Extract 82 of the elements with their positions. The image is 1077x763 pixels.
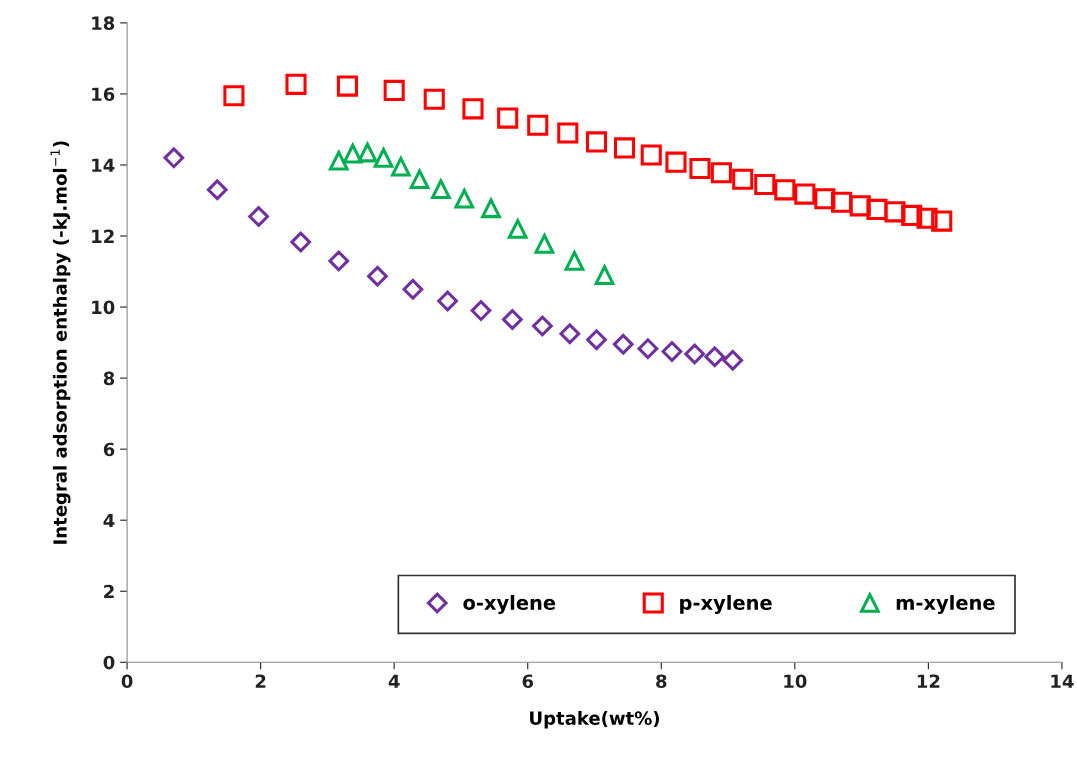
point <box>409 169 430 190</box>
x-tick-label: 12 <box>917 674 940 688</box>
point <box>661 341 683 362</box>
point <box>866 198 888 220</box>
point <box>402 278 424 300</box>
point <box>722 349 744 371</box>
point <box>248 206 269 227</box>
legend-label: m-xylene <box>896 594 995 614</box>
point <box>481 198 501 219</box>
y-tick-label: 18 <box>92 16 115 31</box>
point <box>342 143 363 164</box>
point <box>916 207 938 229</box>
point <box>732 168 754 190</box>
point <box>564 251 585 271</box>
point <box>223 85 245 107</box>
point <box>391 156 411 177</box>
y-tick-label: 2 <box>104 584 114 599</box>
point <box>559 323 581 345</box>
point <box>437 290 458 312</box>
x-tick-label: 14 <box>1051 674 1074 688</box>
point <box>373 148 394 168</box>
y-tick-label: 0 <box>103 655 115 670</box>
y-tick-label: 8 <box>103 371 115 386</box>
point <box>502 309 523 330</box>
point <box>794 183 816 205</box>
point <box>665 151 687 173</box>
point <box>462 98 484 120</box>
point <box>527 114 549 136</box>
point <box>774 179 796 201</box>
x-tick-label: 6 <box>522 674 534 689</box>
point <box>206 179 228 201</box>
point <box>383 79 405 101</box>
x-tick-label: 2 <box>255 674 266 688</box>
point <box>594 265 615 285</box>
point <box>534 233 555 254</box>
point <box>507 219 528 239</box>
point <box>285 73 307 95</box>
point <box>884 201 906 223</box>
point <box>849 195 871 217</box>
point <box>163 147 185 169</box>
y-tick-label: 14 <box>92 158 115 172</box>
point <box>357 142 378 163</box>
y-tick-label: 16 <box>92 87 115 102</box>
point <box>328 250 350 272</box>
y-axis-title: Integral adsorption enthalpy (-kJ.mol$^{−1}$) <box>50 141 71 544</box>
y-tick-label: 6 <box>103 442 115 457</box>
x-tick-label: 8 <box>656 674 667 689</box>
point <box>614 137 636 159</box>
x-tick-label: 4 <box>388 674 400 688</box>
y-tick-label: 4 <box>103 513 115 528</box>
point <box>931 210 953 232</box>
point <box>640 144 662 166</box>
point <box>586 329 607 351</box>
point <box>814 188 836 210</box>
point <box>637 338 659 359</box>
point <box>689 157 711 180</box>
legend-label: o-xylene <box>463 594 556 614</box>
point <box>684 343 706 365</box>
point <box>901 204 923 226</box>
point <box>612 333 634 355</box>
point <box>367 265 388 287</box>
point <box>470 300 492 321</box>
point <box>754 173 776 196</box>
point <box>290 231 312 253</box>
y-tick-label: 10 <box>92 300 115 315</box>
x-axis-title: Uptake(wt%) <box>530 711 659 729</box>
legend-label: p-xylene <box>680 594 772 614</box>
y-tick-label: 12 <box>92 229 114 243</box>
point <box>328 150 349 171</box>
x-tick-label: 0 <box>121 674 133 689</box>
point <box>585 131 608 153</box>
point <box>557 122 579 144</box>
point <box>497 107 519 129</box>
point <box>532 315 553 337</box>
point <box>704 346 726 368</box>
point <box>710 162 732 184</box>
point <box>431 179 451 199</box>
x-tick-label: 10 <box>784 674 807 689</box>
point <box>454 188 475 209</box>
point <box>831 191 853 213</box>
point <box>423 88 445 110</box>
point <box>336 75 358 97</box>
